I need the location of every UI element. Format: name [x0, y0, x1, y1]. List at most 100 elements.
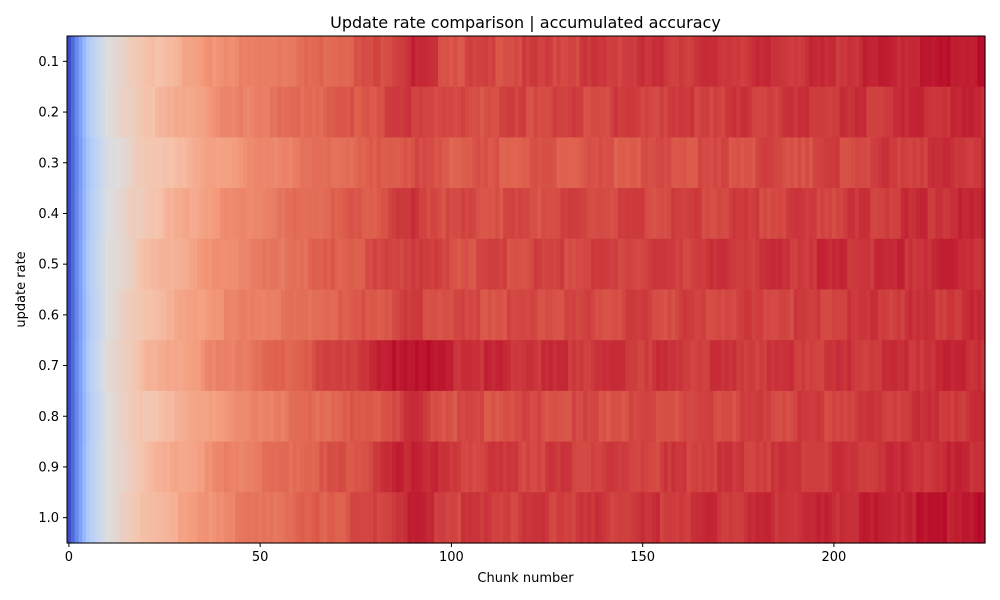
heatmap-cell [591, 86, 596, 138]
heatmap-cell [843, 86, 848, 138]
heatmap-cell [438, 441, 443, 493]
heatmap-cell [258, 492, 263, 544]
heatmap-cell [973, 441, 978, 493]
heatmap-cell [422, 86, 428, 138]
heatmap-cell [763, 188, 768, 240]
heatmap-cell [292, 137, 298, 189]
heatmap-cell [334, 492, 340, 544]
heatmap-cell [216, 86, 221, 138]
heatmap-cell [744, 86, 749, 138]
heatmap-cell [954, 390, 959, 443]
heatmap-cell [713, 492, 718, 544]
heatmap-cell [575, 390, 581, 443]
heatmap-cell [342, 137, 347, 189]
heatmap-cell [135, 86, 141, 138]
heatmap-cell [338, 492, 343, 544]
heatmap-cell [663, 86, 669, 138]
heatmap-cell [445, 340, 451, 392]
heatmap-cell [732, 340, 737, 392]
heatmap-cell [132, 390, 137, 443]
heatmap-cell [181, 390, 187, 443]
heatmap-cell [793, 36, 799, 88]
heatmap-cell [460, 441, 466, 493]
heatmap-cell [392, 390, 397, 443]
heatmap-cell [319, 188, 324, 240]
heatmap-cell [644, 238, 649, 291]
heatmap-cell [445, 188, 451, 240]
heatmap-cell [330, 390, 336, 443]
heatmap-cell [369, 36, 374, 88]
heatmap-cell [598, 492, 604, 544]
heatmap-cell [208, 390, 213, 443]
heatmap-cell [197, 390, 202, 443]
heatmap-cell [518, 340, 523, 392]
heatmap-cell [652, 137, 657, 189]
heatmap-cell [154, 289, 160, 341]
heatmap-cell [227, 137, 233, 189]
heatmap-cell [250, 36, 256, 88]
heatmap-cell [866, 289, 871, 341]
heatmap-cell [277, 441, 282, 493]
heatmap-cell [751, 289, 757, 341]
heatmap-cell [939, 289, 944, 341]
heatmap-cell [177, 188, 183, 240]
heatmap-cell [648, 238, 653, 291]
heatmap-cell [307, 36, 313, 88]
heatmap-cell [109, 390, 114, 443]
heatmap-cell [376, 340, 382, 392]
heatmap-cell [533, 492, 539, 544]
heatmap-cell [200, 390, 206, 443]
heatmap-cell [430, 492, 435, 544]
heatmap-cell [667, 137, 672, 189]
heatmap-cell [273, 441, 278, 493]
heatmap-cell [132, 36, 137, 88]
heatmap-cell [189, 340, 194, 392]
heatmap-cell [250, 238, 256, 291]
heatmap-cell [89, 238, 95, 291]
heatmap-cell [384, 238, 389, 291]
heatmap-cell [709, 340, 715, 392]
heatmap-cell [518, 137, 523, 189]
heatmap-cell [862, 238, 868, 291]
heatmap-cell [480, 188, 485, 240]
heatmap-cell [908, 441, 913, 493]
heatmap-cell [395, 492, 401, 544]
heatmap-cell [235, 441, 240, 493]
heatmap-cell [418, 188, 424, 240]
heatmap-cell [480, 86, 485, 138]
heatmap-cell [625, 441, 630, 493]
heatmap-cell [277, 36, 282, 88]
heatmap-cell [809, 86, 814, 138]
heatmap-cell [231, 188, 236, 240]
heatmap-cell [357, 36, 363, 88]
heatmap-cell [418, 441, 424, 493]
heatmap-cell [434, 86, 439, 138]
heatmap-cell [426, 188, 431, 240]
heatmap-cell [847, 340, 852, 392]
heatmap-cell [602, 36, 607, 88]
heatmap-cell [445, 492, 451, 544]
heatmap-cell [755, 137, 760, 189]
heatmap-cell [774, 390, 780, 443]
heatmap-cell [782, 390, 787, 443]
heatmap-cell [116, 36, 122, 88]
heatmap-cell [981, 86, 986, 138]
heatmap-cell [537, 36, 542, 88]
heatmap-cell [526, 492, 531, 544]
heatmap-cell [262, 441, 267, 493]
heatmap-cell [220, 492, 225, 544]
heatmap-cell [962, 340, 967, 392]
heatmap-cell [239, 441, 244, 493]
heatmap-cell [101, 441, 106, 493]
heatmap-cell [636, 36, 642, 88]
heatmap-cell [250, 340, 256, 392]
heatmap-cell [759, 289, 764, 341]
heatmap-cell [579, 137, 584, 189]
heatmap-cell [583, 238, 588, 291]
heatmap-cell [548, 188, 554, 240]
heatmap-cell [480, 390, 485, 443]
heatmap-cell [591, 238, 596, 291]
heatmap-cell [242, 188, 248, 240]
heatmap-cell [939, 441, 944, 493]
heatmap-cell [67, 441, 72, 493]
